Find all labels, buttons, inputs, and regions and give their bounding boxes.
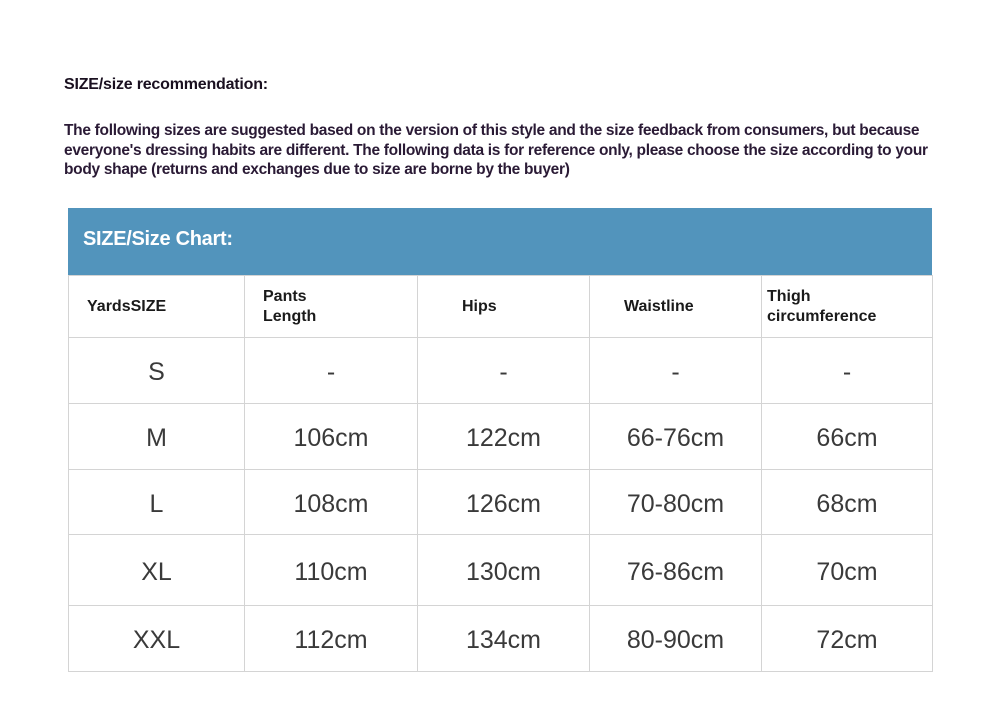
measurement-cell: -	[417, 337, 590, 404]
page-title: SIZE/size recommendation:	[64, 76, 268, 93]
measurement-cell: 76-86cm	[589, 534, 762, 606]
measurement-cell: 126cm	[417, 469, 590, 535]
header-hips: Hips	[417, 275, 590, 338]
measurement-cell: 112cm	[244, 605, 418, 672]
measurement-cell: -	[244, 337, 418, 404]
measurement-cell: 72cm	[761, 605, 933, 672]
table-header-row: YardsSIZE Pants Length Hips Waistline Th…	[68, 275, 933, 338]
size-chart-header: SIZE/Size Chart:	[68, 208, 932, 275]
header-size: YardsSIZE	[68, 275, 245, 338]
measurement-cell: 80-90cm	[589, 605, 762, 672]
size-chart-title: SIZE/Size Chart:	[83, 228, 233, 250]
measurement-cell: 110cm	[244, 534, 418, 606]
measurement-cell: 70cm	[761, 534, 933, 606]
header-thigh: Thigh circumference	[761, 275, 933, 338]
measurement-cell: 68cm	[761, 469, 933, 535]
size-table: YardsSIZE Pants Length Hips Waistline Th…	[68, 275, 933, 672]
table-row: XXL 112cm 134cm 80-90cm 72cm	[68, 605, 933, 672]
measurement-cell: 130cm	[417, 534, 590, 606]
table-row: L 108cm 126cm 70-80cm 68cm	[68, 469, 933, 535]
size-cell: M	[68, 403, 245, 470]
size-cell: XL	[68, 534, 245, 606]
header-pants-length: Pants Length	[244, 275, 418, 338]
table-row: M 106cm 122cm 66-76cm 66cm	[68, 403, 933, 470]
measurement-cell: -	[761, 337, 933, 404]
measurement-cell: 134cm	[417, 605, 590, 672]
header-waistline: Waistline	[589, 275, 762, 338]
measurement-cell: 122cm	[417, 403, 590, 470]
measurement-cell: 106cm	[244, 403, 418, 470]
measurement-cell: 66cm	[761, 403, 933, 470]
measurement-cell: 70-80cm	[589, 469, 762, 535]
size-cell: S	[68, 337, 245, 404]
measurement-cell: -	[589, 337, 762, 404]
table-row: S----	[68, 337, 933, 404]
measurement-cell: 66-76cm	[589, 403, 762, 470]
size-cell: L	[68, 469, 245, 535]
size-disclaimer: The following sizes are suggested based …	[64, 122, 928, 178]
measurement-cell: 108cm	[244, 469, 418, 535]
size-cell: XXL	[68, 605, 245, 672]
table-row: XL 110cm 130cm 76-86cm 70cm	[68, 534, 933, 606]
